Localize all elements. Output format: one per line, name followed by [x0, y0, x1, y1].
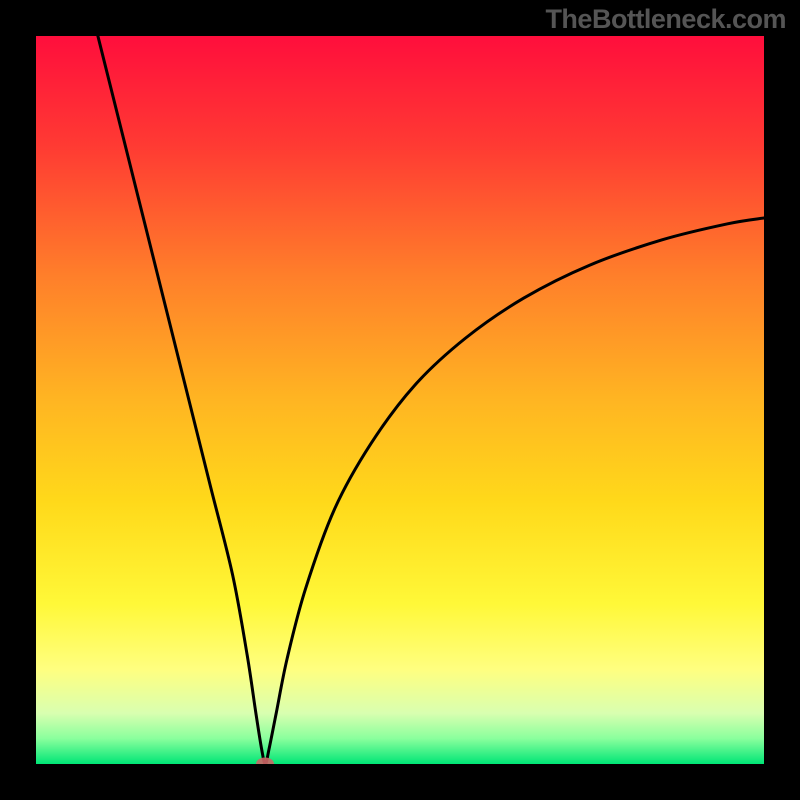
chart-outer: TheBottleneck.com: [0, 0, 800, 800]
minimum-marker: [256, 758, 274, 765]
watermark-text: TheBottleneck.com: [545, 4, 786, 35]
curve-path: [98, 36, 764, 764]
plot-area: [36, 36, 764, 764]
curve-svg: [36, 36, 764, 764]
